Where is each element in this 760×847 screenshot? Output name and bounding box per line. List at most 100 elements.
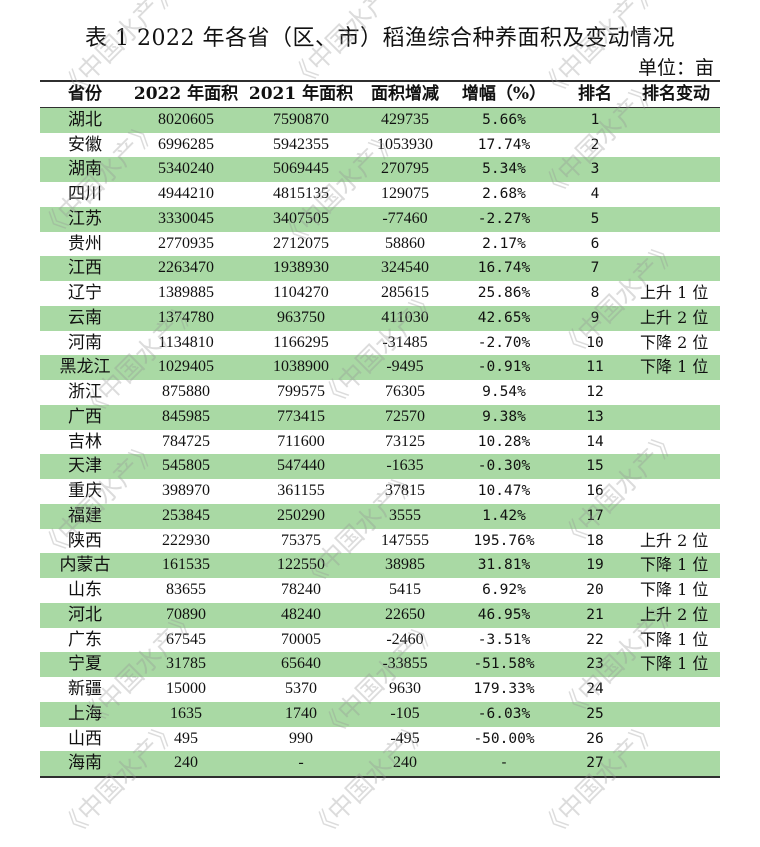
cell-area-2022: 1389885 xyxy=(158,284,214,301)
cell-province: 四川 xyxy=(68,184,102,204)
cell-province: 吉林 xyxy=(68,431,102,452)
cell-area-change: 73125 xyxy=(385,432,425,450)
cell-area-change: 129075 xyxy=(381,185,429,202)
cell-area-2021: 2712075 xyxy=(273,234,329,252)
cell-growth-pct: 42.65% xyxy=(450,305,558,331)
cell-area-change: 72570 xyxy=(360,404,450,430)
cell-rank: 18 xyxy=(586,532,604,549)
cell-area-change: 270795 xyxy=(360,157,450,182)
cell-area-2021: 547440 xyxy=(242,454,360,479)
cell-growth-pct: 6.92% xyxy=(482,582,526,598)
table-title: 表 1 2022 年各省（区、市）稻渔综合种养面积及变动情况 xyxy=(85,26,675,51)
cell-rank-change xyxy=(632,256,720,281)
cell-growth-pct: 9.38% xyxy=(450,404,558,430)
table-body: 湖北 8020605 7590870 429735 5.66% 1 安徽 6996285 594… xyxy=(40,107,720,776)
cell-growth-pct: -2.27% xyxy=(450,206,558,232)
cell-area-2021: 1038900 xyxy=(242,355,360,380)
cell-area-2022: 15000 xyxy=(166,680,206,697)
cell-rank-change xyxy=(632,479,720,504)
cell-rank: 14 xyxy=(586,433,604,450)
cell-province: 江苏 xyxy=(40,206,130,232)
cell-area-2022: 222930 xyxy=(162,531,210,549)
cell-province: 江西 xyxy=(40,256,130,281)
cell-province: 湖北 xyxy=(40,107,130,133)
cell-area-2021: 122550 xyxy=(242,553,360,578)
table-row: 海南 240-240-27 xyxy=(40,751,720,776)
cell-area-2022: 1374780 xyxy=(130,305,242,331)
cell-rank-change: 上升 2 位 xyxy=(632,602,720,628)
cell-area-2022: 161535 xyxy=(130,553,242,578)
table-row: 辽宁 1389885 1104270 285615 25.86% 8 上升 1 位 xyxy=(40,281,720,306)
cell-growth-pct: 195.76% xyxy=(473,532,535,549)
cell-growth-pct: 179.33% xyxy=(473,681,535,697)
table-row: 四川 4944210 4815135 129075 2.68% 4 xyxy=(40,182,720,207)
cell-rank: 1 xyxy=(558,107,632,133)
cell-rank-change xyxy=(632,701,720,727)
cell-province: 贵州 xyxy=(68,233,102,254)
cell-area-change: 9630 xyxy=(389,680,421,697)
cell-area-change: -495 xyxy=(390,729,420,747)
cell-area-change: 58860 xyxy=(385,234,425,252)
cell-area-2021: - xyxy=(242,751,360,776)
cell-rank-change: 下降 1 位 xyxy=(632,553,720,578)
cell-rank: 4 xyxy=(590,186,600,202)
cell-area-2021: 5942355 xyxy=(273,135,329,153)
cell-rank-change xyxy=(632,727,720,752)
area-table: 省份 2022 年面积 2021 年面积 面积增减 增幅（%） 排名 排名变动 … xyxy=(40,82,720,776)
cell-rank: 22 xyxy=(586,631,604,648)
cell-rank: 15 xyxy=(558,454,632,479)
cell-province: 山西 xyxy=(68,728,102,749)
cell-rank-change: 上升 1 位 xyxy=(640,283,709,302)
cell-area-2022: 4944210 xyxy=(158,185,214,202)
table-row: 河南 1134810 1166295 -31485 -2.70% 10 下降 2 位 xyxy=(40,331,720,356)
cell-area-2021: 75375 xyxy=(281,531,321,549)
cell-rank: 7 xyxy=(558,256,632,281)
cell-area-2021: 963750 xyxy=(242,305,360,331)
cell-rank: 26 xyxy=(586,730,604,747)
cell-province: 云南 xyxy=(40,305,130,331)
cell-area-2021: 70005 xyxy=(281,630,321,648)
cell-province: 天津 xyxy=(40,454,130,479)
header-rank-change: 排名变动 xyxy=(632,82,720,108)
cell-area-change: 411030 xyxy=(360,305,450,331)
cell-area-2021: 990 xyxy=(289,729,313,747)
cell-rank-change: 下降 1 位 xyxy=(632,355,720,380)
cell-province: 海南 xyxy=(40,751,130,776)
cell-growth-pct: 17.74% xyxy=(477,136,531,153)
cell-area-2022: 845985 xyxy=(130,404,242,430)
cell-growth-pct: -51.58% xyxy=(450,652,558,677)
cell-rank-change xyxy=(632,182,720,207)
table-row: 江西 2263470 1938930 324540 16.74% 7 xyxy=(40,256,720,281)
cell-area-2021: 7590870 xyxy=(242,107,360,133)
cell-area-change: 147555 xyxy=(381,531,429,549)
cell-rank-change: 上升 2 位 xyxy=(632,305,720,331)
header-area-2022: 2022 年面积 xyxy=(130,82,242,108)
cell-area-change: -2460 xyxy=(386,630,424,648)
table-row: 黑龙江 1029405 1038900 -9495 -0.91% 11 下降 1 位 xyxy=(40,355,720,380)
cell-growth-pct: 25.86% xyxy=(477,285,531,301)
table-row: 河北 70890 48240 22650 46.95% 21 上升 2 位 xyxy=(40,602,720,628)
cell-area-2021: 3407505 xyxy=(242,206,360,232)
cell-growth-pct: -3.51% xyxy=(477,631,531,648)
cell-rank-change xyxy=(632,751,720,776)
cell-growth-pct: -6.03% xyxy=(450,701,558,727)
cell-area-2022: 67545 xyxy=(166,630,206,648)
cell-rank-change xyxy=(632,133,720,158)
cell-area-change: -1635 xyxy=(360,454,450,479)
cell-growth-pct: 16.74% xyxy=(450,256,558,281)
table-row: 新疆 15000 5370 9630 179.33% 24 xyxy=(40,677,720,702)
cell-rank: 24 xyxy=(586,681,604,697)
cell-area-2021: 4815135 xyxy=(273,185,329,202)
cell-area-2021: 361155 xyxy=(277,482,325,499)
cell-province: 内蒙古 xyxy=(40,553,130,578)
cell-area-change: 324540 xyxy=(360,256,450,281)
header-area-change: 面积增减 xyxy=(360,82,450,108)
cell-rank: 19 xyxy=(558,553,632,578)
table-row: 宁夏 31785 65640 -33855 -51.58% 23 下降 1 位 xyxy=(40,652,720,677)
cell-area-2022: 3330045 xyxy=(130,206,242,232)
cell-rank: 10 xyxy=(586,334,604,351)
cell-area-2022: 1029405 xyxy=(130,355,242,380)
table-row: 内蒙古 161535 122550 38985 31.81% 19 下降 1 位 xyxy=(40,553,720,578)
table-row: 山西 495 990 -495 -50.00% 26 xyxy=(40,727,720,752)
cell-growth-pct: -2.70% xyxy=(477,334,531,351)
